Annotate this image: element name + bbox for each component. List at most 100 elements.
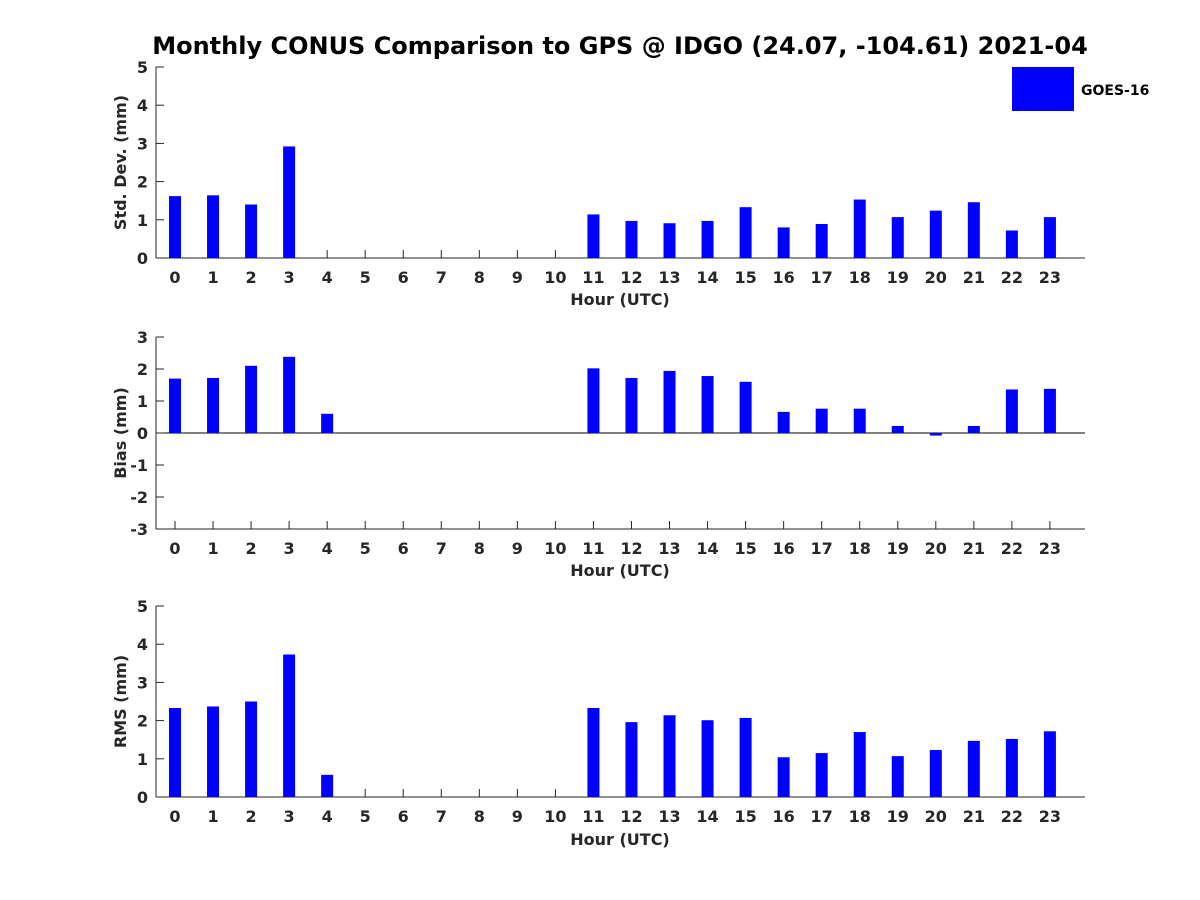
legend-swatch bbox=[1012, 67, 1074, 111]
std-dev-bar-0 bbox=[169, 196, 181, 258]
bias-bar-17 bbox=[815, 408, 828, 433]
std-dev-bar-21 bbox=[967, 202, 980, 258]
rms-y-tick-label: 3 bbox=[137, 673, 148, 692]
bias-x-tick-label: 17 bbox=[811, 539, 833, 558]
rms-bar-15 bbox=[739, 717, 752, 797]
bias-y-tick-label: 3 bbox=[137, 328, 148, 347]
rms-x-tick-label: 3 bbox=[284, 807, 295, 826]
bias-x-tick-label: 4 bbox=[322, 539, 333, 558]
bias-x-tick-label: 12 bbox=[620, 539, 642, 558]
std-dev-y-tick-label: 2 bbox=[137, 173, 148, 192]
std-dev-y-tick-label: 5 bbox=[137, 58, 148, 77]
bias-x-tick-label: 6 bbox=[398, 539, 409, 558]
rms-bar-14 bbox=[701, 720, 714, 797]
rms-bar-11 bbox=[587, 707, 600, 797]
std-dev-bar-3 bbox=[283, 146, 296, 258]
bias-x-tick-label: 21 bbox=[963, 539, 985, 558]
legend-label: GOES-16 bbox=[1081, 83, 1149, 99]
rms-x-tick-label: 0 bbox=[169, 807, 180, 826]
rms-x-tick-label: 1 bbox=[207, 807, 218, 826]
rms-x-label: Hour (UTC) bbox=[570, 830, 670, 849]
bias-bar-11 bbox=[587, 368, 600, 433]
std-dev-x-tick-label: 19 bbox=[887, 268, 909, 287]
rms-x-tick-label: 8 bbox=[474, 807, 485, 826]
std-dev-y-tick-label: 1 bbox=[137, 211, 148, 230]
rms-x-tick-label: 5 bbox=[360, 807, 371, 826]
rms-y-tick-label: 1 bbox=[137, 750, 148, 769]
std-dev-y-tick-label: 0 bbox=[137, 249, 148, 268]
rms-x-tick-label: 11 bbox=[582, 807, 604, 826]
std-dev-bar-2 bbox=[245, 204, 258, 258]
rms-bar-18 bbox=[853, 732, 866, 797]
bias-x-tick-label: 3 bbox=[284, 539, 295, 558]
bias-bar-16 bbox=[777, 411, 790, 433]
bias-x-tick-label: 1 bbox=[207, 539, 218, 558]
rms-bar-17 bbox=[815, 753, 828, 797]
rms-bar-4 bbox=[321, 774, 334, 797]
bias-x-tick-label: 5 bbox=[360, 539, 371, 558]
std-dev-bar-13 bbox=[663, 223, 676, 258]
rms-x-tick-label: 16 bbox=[773, 807, 795, 826]
std-dev-x-tick-label: 1 bbox=[207, 268, 218, 287]
bias-bar-13 bbox=[663, 370, 676, 433]
std-dev-x-tick-label: 9 bbox=[512, 268, 523, 287]
std-dev-bar-22 bbox=[1005, 230, 1018, 258]
bias-y-tick-label: 0 bbox=[137, 424, 148, 443]
std-dev-bar-11 bbox=[587, 214, 600, 258]
rms-bar-22 bbox=[1005, 738, 1018, 797]
std-dev-x-tick-label: 4 bbox=[322, 268, 333, 287]
bias-y-tick-label: -3 bbox=[130, 520, 148, 539]
std-dev-bar-1 bbox=[207, 195, 220, 258]
std-dev-y-tick-label: 4 bbox=[137, 96, 148, 115]
rms-x-tick-label: 6 bbox=[398, 807, 409, 826]
std-dev-bar-23 bbox=[1043, 217, 1056, 258]
rms-x-tick-label: 7 bbox=[436, 807, 447, 826]
rms-bar-21 bbox=[967, 740, 980, 797]
std-dev-x-tick-label: 17 bbox=[811, 268, 833, 287]
std-dev-x-tick-label: 21 bbox=[963, 268, 985, 287]
bias-bar-21 bbox=[967, 425, 980, 433]
rms-bar-3 bbox=[283, 654, 296, 797]
rms-x-tick-label: 22 bbox=[1001, 807, 1023, 826]
rms-x-tick-label: 19 bbox=[887, 807, 909, 826]
std-dev-x-tick-label: 0 bbox=[169, 268, 180, 287]
std-dev-bar-19 bbox=[891, 217, 904, 258]
std-dev-x-tick-label: 8 bbox=[474, 268, 485, 287]
rms-bar-1 bbox=[207, 706, 220, 797]
std-dev-bar-15 bbox=[739, 207, 752, 258]
bias-x-tick-label: 8 bbox=[474, 539, 485, 558]
bias-bar-3 bbox=[283, 356, 296, 433]
bias-y-label: Bias (mm) bbox=[111, 387, 130, 479]
rms-x-tick-label: 12 bbox=[620, 807, 642, 826]
bias-bar-4 bbox=[321, 413, 334, 433]
rms-bar-12 bbox=[625, 722, 638, 797]
bias-x-tick-label: 18 bbox=[849, 539, 871, 558]
std-dev-x-tick-label: 5 bbox=[360, 268, 371, 287]
rms-bar-19 bbox=[891, 756, 904, 797]
rms-y-label: RMS (mm) bbox=[111, 655, 130, 748]
rms-x-tick-label: 21 bbox=[963, 807, 985, 826]
rms-x-tick-label: 15 bbox=[734, 807, 756, 826]
std-dev-x-label: Hour (UTC) bbox=[570, 290, 670, 309]
std-dev-x-tick-label: 22 bbox=[1001, 268, 1023, 287]
bias-x-tick-label: 15 bbox=[734, 539, 756, 558]
std-dev-x-tick-label: 11 bbox=[582, 268, 604, 287]
std-dev-x-tick-label: 10 bbox=[544, 268, 566, 287]
std-dev-x-tick-label: 16 bbox=[773, 268, 795, 287]
bias-bar-19 bbox=[891, 425, 904, 433]
bias-bar-1 bbox=[207, 377, 220, 433]
bias-x-tick-label: 20 bbox=[925, 539, 947, 558]
std-dev-x-tick-label: 13 bbox=[658, 268, 680, 287]
rms-y-tick-label: 0 bbox=[137, 788, 148, 807]
bias-x-tick-label: 23 bbox=[1039, 539, 1061, 558]
std-dev-x-tick-label: 2 bbox=[246, 268, 257, 287]
std-dev-bar-12 bbox=[625, 220, 638, 258]
std-dev-x-tick-label: 14 bbox=[696, 268, 718, 287]
std-dev-x-tick-label: 18 bbox=[849, 268, 871, 287]
rms-bar-16 bbox=[777, 757, 790, 797]
rms-x-tick-label: 20 bbox=[925, 807, 947, 826]
